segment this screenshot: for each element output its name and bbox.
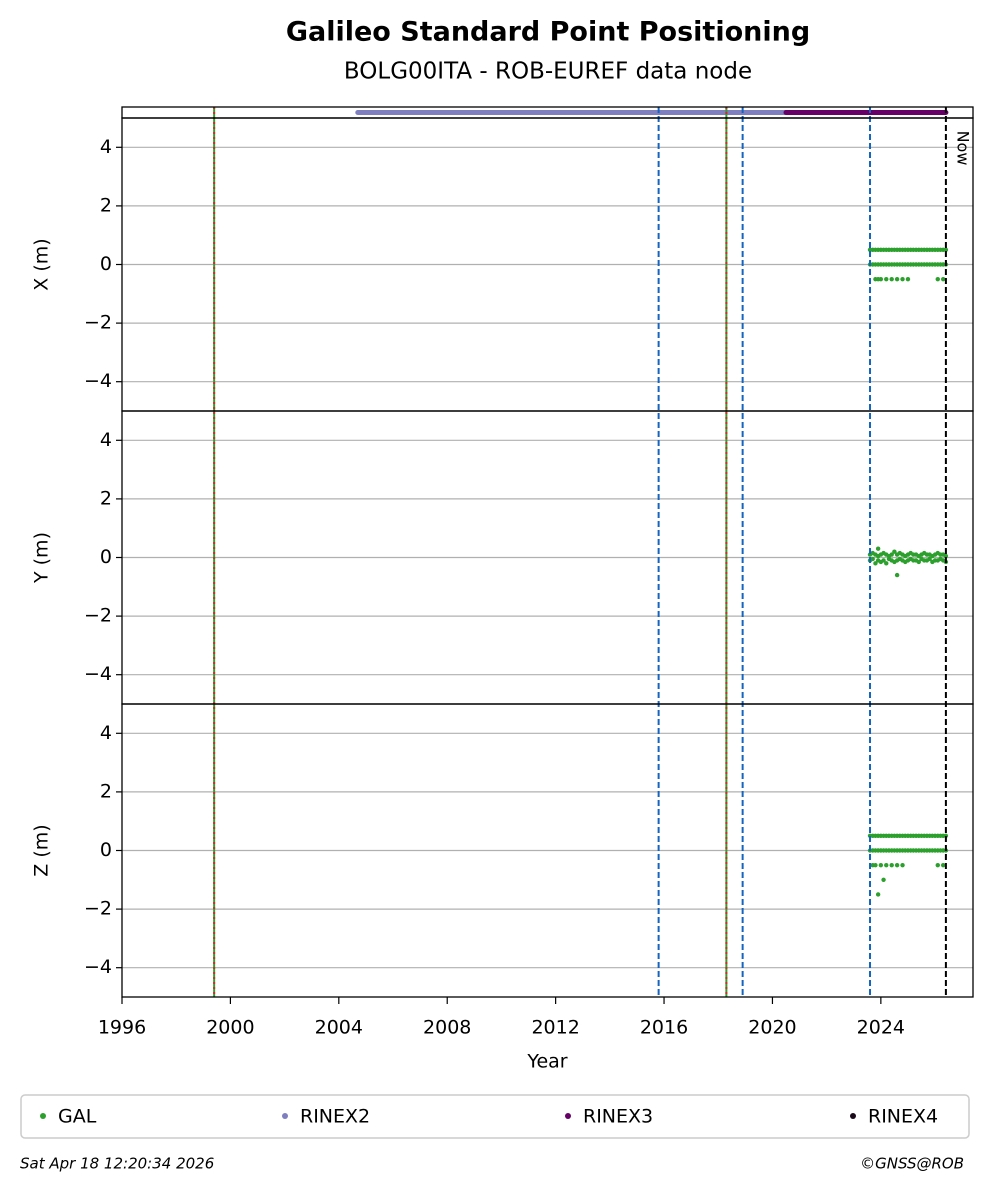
x-axis-label: Year [526,1051,567,1073]
data-point [927,556,932,562]
data-point [940,862,946,868]
data-point [935,862,940,868]
legend-label: GAL [58,1106,97,1128]
data-point [943,247,949,253]
x-tick-label: 2000 [206,1017,254,1039]
x-tick-label: 2012 [531,1017,579,1039]
y-axis-label: Y (m) [31,532,53,584]
data-point [900,276,905,282]
now-label: Now [953,131,972,166]
legend-marker [850,1113,856,1119]
data-point [881,877,886,882]
data-point [905,276,911,282]
data-point [889,862,894,868]
y-axis-label: Z (m) [31,824,53,876]
y-tick-label: −4 [84,956,112,978]
data-point [881,558,886,563]
y-tick-label: 0 [100,546,112,568]
data-point [884,561,889,566]
legend-label: RINEX4 [868,1106,938,1128]
x-tick-label: 2020 [748,1017,796,1039]
y-tick-label: 4 [100,136,112,158]
data-point [889,276,894,282]
x-tick-label: 2008 [423,1017,471,1039]
data-point [935,276,940,282]
data-point [884,276,889,282]
data-point [873,561,878,566]
data-point [943,553,949,559]
data-point [870,556,875,562]
y-tick-label: 4 [100,429,112,451]
data-point [894,572,900,578]
footer-timestamp: Sat Apr 18 12:20:34 2026 [20,1155,214,1173]
y-tick-label: 0 [100,839,112,861]
data-point [916,559,921,565]
legend-marker [282,1113,288,1119]
chart-subtitle: BOLG00ITA - ROB-EUREF data node [344,59,752,85]
y-tick-label: 0 [100,253,112,275]
y-tick-label: 2 [100,780,112,802]
legend-marker [565,1113,571,1119]
data-point [940,276,946,282]
y-tick-label: 2 [100,194,112,216]
plot-frame [121,703,974,998]
y-tick-label: −4 [84,663,112,685]
legend-label: RINEX3 [583,1106,653,1128]
y-tick-label: 4 [100,722,112,744]
chart-title: Galileo Standard Point Positioning [286,17,810,48]
x-tick-label: 1996 [98,1017,146,1039]
data-point [892,549,897,554]
data-point [878,276,884,282]
y-tick-label: −4 [84,370,112,392]
y-tick-label: −2 [84,898,112,920]
x-tick-label: 2024 [857,1017,905,1039]
y-tick-label: 2 [100,487,112,509]
legend-marker [40,1113,46,1119]
x-tick-label: 2016 [640,1017,688,1039]
legend-label: RINEX2 [300,1106,370,1128]
data-point [943,833,949,839]
data-point [873,862,878,868]
y-tick-label: −2 [84,312,112,334]
data-point [889,552,894,557]
data-point [900,862,905,868]
legend-box [20,1094,970,1139]
footer-credit: ©GNSS@ROB [860,1155,964,1173]
data-point [875,546,881,551]
y-axis-label: X (m) [31,238,53,290]
data-point [884,862,889,868]
data-point [894,862,900,868]
x-tick-label: 2004 [315,1017,363,1039]
data-point [878,862,884,868]
y-tick-label: −2 [84,605,112,627]
data-point [875,892,881,897]
data-point [894,276,900,282]
